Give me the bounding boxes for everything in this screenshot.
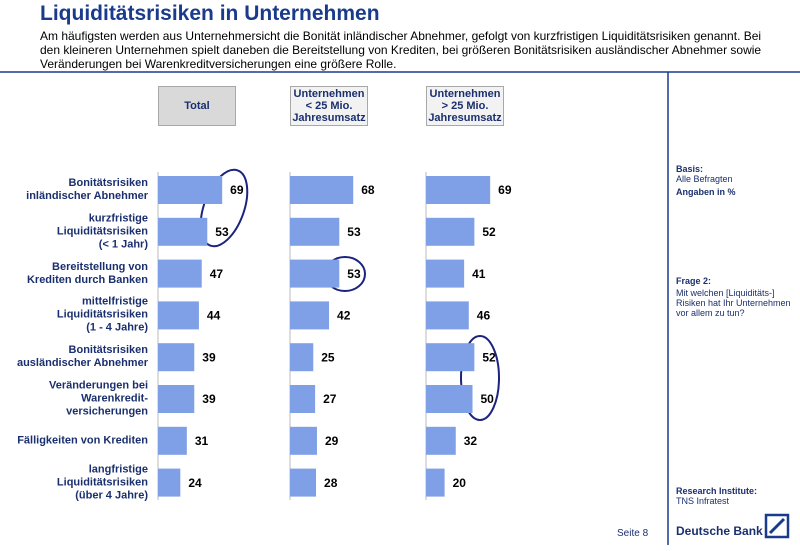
- category-label: langfristige Liquiditätsrisiken (über 4 …: [56, 463, 148, 502]
- institute: TNS Infratest: [676, 496, 730, 506]
- institute-label: Research Institute:: [676, 486, 758, 496]
- bar: [158, 176, 223, 204]
- value-label: 52: [482, 350, 496, 364]
- value-label: 46: [477, 309, 491, 323]
- value-label: 39: [202, 350, 216, 364]
- value-label: 69: [498, 183, 512, 197]
- logo: [764, 513, 790, 539]
- category-label: kurzfristige Liquiditätsrisiken (< 1 Jah…: [56, 212, 148, 251]
- category-label: mittelfristige Liquiditätsrisiken (1 - 4…: [56, 295, 148, 334]
- unit: Angaben in %: [676, 187, 736, 197]
- panel-header: Unternehmen < 25 Mio. Jahresumsatz: [290, 86, 368, 126]
- bar: [290, 259, 340, 288]
- category-label: Veränderungen bei Warenkredit- versicher…: [48, 379, 148, 418]
- value-label: 42: [337, 309, 351, 323]
- bar: [426, 259, 465, 288]
- title: Liquiditätsrisiken in Unternehmen: [40, 2, 380, 25]
- bar: [290, 468, 317, 497]
- bar: [426, 468, 445, 497]
- bar: [426, 385, 473, 413]
- question: Mit welchen [Liquiditäts-] Risiken hat I…: [676, 288, 791, 318]
- value-label: 53: [347, 267, 361, 281]
- bar: [290, 176, 354, 204]
- bar: [290, 217, 340, 246]
- value-label: 69: [230, 183, 244, 197]
- value-label: 39: [202, 392, 216, 406]
- bar: [290, 385, 316, 413]
- value-label: 44: [207, 309, 221, 323]
- bar: [426, 176, 491, 204]
- bar: [290, 343, 314, 372]
- bar: [158, 301, 199, 330]
- value-label: 32: [464, 434, 478, 448]
- value-label: 47: [210, 267, 224, 281]
- bar: [158, 217, 208, 246]
- bar: [426, 217, 475, 246]
- basis-label: Basis:: [676, 164, 704, 174]
- bar: [158, 426, 187, 455]
- value-label: 41: [472, 267, 486, 281]
- bar: [158, 385, 195, 413]
- value-label: 25: [321, 350, 335, 364]
- value-label: 31: [195, 434, 209, 448]
- bar: [158, 259, 202, 288]
- value-label: 50: [481, 392, 495, 406]
- value-label: 29: [325, 434, 339, 448]
- bar: [290, 301, 330, 330]
- bar: [158, 343, 195, 372]
- value-label: 53: [215, 225, 229, 239]
- category-label: Fälligkeiten von Krediten: [17, 434, 148, 447]
- value-label: 28: [324, 476, 338, 490]
- category-label: Bereitstellung von Krediten durch Banken: [26, 260, 148, 286]
- category-label: Bonitätsrisiken ausländischer Abnehmer: [16, 344, 148, 370]
- value-label: 27: [323, 392, 337, 406]
- bar: [158, 468, 181, 497]
- value-label: 52: [482, 225, 496, 239]
- value-label: 24: [188, 476, 202, 490]
- logo-slash: [768, 517, 786, 535]
- question-label: Frage 2:: [676, 276, 712, 286]
- subtitle: Am häufigsten werden aus Unternehmersich…: [40, 29, 762, 71]
- value-label: 20: [453, 476, 467, 490]
- bar: [290, 426, 317, 455]
- value-label: 53: [347, 225, 361, 239]
- bar: [426, 343, 475, 372]
- basis: Alle Befragten: [676, 174, 733, 184]
- page-number: Seite 8: [617, 528, 649, 539]
- bar: [426, 301, 469, 330]
- value-label: 68: [361, 183, 375, 197]
- highlight: [460, 335, 500, 421]
- brand: Deutsche Bank: [676, 524, 763, 538]
- panel-header: Unternehmen > 25 Mio. Jahresumsatz: [426, 86, 504, 126]
- panel-header: Total: [158, 86, 236, 126]
- bar: [426, 426, 456, 455]
- category-label: Bonitätsrisiken inländischer Abnehmer: [26, 177, 148, 202]
